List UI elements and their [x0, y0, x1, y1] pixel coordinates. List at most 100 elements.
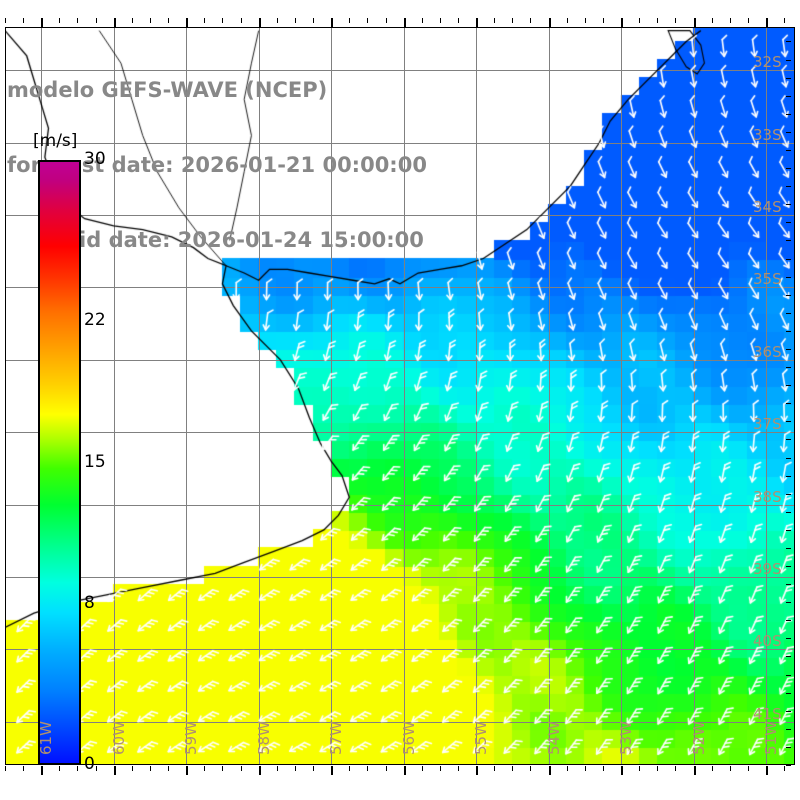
longitude-label: 54W	[544, 721, 563, 755]
axis-tick	[567, 766, 568, 771]
axis-tick	[386, 18, 387, 23]
axis-tick	[530, 18, 531, 23]
axis-tick	[786, 331, 791, 332]
axis-tick	[77, 18, 78, 23]
axis-tick	[295, 766, 296, 771]
axis-tick	[349, 766, 350, 771]
axis-tick	[786, 240, 791, 241]
axis-tick	[77, 766, 78, 771]
axis-tick	[367, 18, 368, 23]
top-axis-ticks	[5, 18, 795, 27]
axis-tick	[621, 18, 623, 27]
axis-tick	[549, 766, 551, 775]
axis-tick	[313, 766, 314, 771]
axis-tick	[621, 766, 623, 775]
axis-tick	[41, 766, 43, 775]
axis-tick	[786, 620, 791, 621]
latitude-label: 37S	[753, 415, 782, 434]
axis-tick	[367, 766, 368, 771]
axis-tick	[786, 458, 791, 459]
axis-tick	[222, 766, 223, 771]
longitude-label: 60W	[109, 721, 128, 755]
axis-tick	[712, 766, 713, 771]
axis-tick	[458, 18, 459, 23]
longitude-label: 51W	[762, 721, 780, 755]
axis-tick	[222, 18, 223, 23]
longitude-label: 57W	[327, 721, 346, 755]
latitude-label: 40S	[753, 632, 782, 651]
axis-tick	[786, 566, 791, 567]
axis-tick	[786, 675, 791, 676]
axis-tick	[241, 18, 242, 23]
axis-tick	[96, 18, 97, 23]
axis-tick	[168, 18, 169, 23]
axis-tick	[786, 512, 791, 513]
axis-tick	[786, 638, 791, 639]
axis-tick	[277, 18, 278, 23]
axis-tick	[639, 766, 640, 771]
axis-tick	[748, 18, 749, 23]
axis-tick	[786, 41, 791, 42]
longitude-label: 52W	[689, 721, 708, 755]
axis-tick	[730, 18, 731, 23]
axis-tick	[786, 421, 791, 422]
axis-tick	[766, 18, 768, 27]
axis-tick	[603, 18, 604, 23]
axis-tick	[567, 18, 568, 23]
axis-tick	[277, 766, 278, 771]
axis-tick	[786, 711, 791, 712]
axis-tick	[786, 132, 791, 133]
map-plot-area[interactable]	[5, 27, 795, 765]
latitude-label: 41S	[753, 704, 782, 723]
axis-tick	[786, 222, 791, 223]
axis-tick	[150, 766, 151, 771]
axis-tick	[5, 766, 6, 771]
axis-tick	[585, 18, 586, 23]
colorbar-unit-label: [m/s]	[33, 131, 78, 151]
axis-tick	[786, 186, 791, 187]
axis-tick	[786, 114, 791, 115]
axis-tick	[404, 766, 406, 775]
axis-tick	[422, 18, 423, 23]
axis-tick	[712, 18, 713, 23]
axis-tick	[675, 766, 676, 771]
axis-tick	[786, 204, 791, 205]
axis-tick	[132, 766, 133, 771]
axis-tick	[168, 766, 169, 771]
axis-tick	[786, 313, 791, 314]
axis-tick	[657, 766, 658, 771]
axis-tick	[786, 584, 791, 585]
axis-tick	[786, 530, 791, 531]
axis-tick	[386, 766, 387, 771]
axis-tick	[5, 18, 6, 23]
axis-tick	[786, 693, 791, 694]
axis-tick	[150, 18, 151, 23]
axis-tick	[786, 60, 791, 61]
wind-barb-overlay	[5, 27, 795, 765]
longitude-label: 61W	[37, 721, 56, 755]
longitude-label: 59W	[182, 721, 201, 755]
axis-tick	[259, 18, 261, 27]
axis-tick	[786, 367, 791, 368]
axis-tick	[786, 96, 791, 97]
axis-tick	[766, 766, 768, 775]
colorbar-tick-label: 0	[84, 754, 95, 774]
axis-tick	[476, 18, 478, 27]
axis-tick	[748, 766, 749, 771]
axis-tick	[494, 18, 495, 23]
axis-tick	[295, 18, 296, 23]
colorbar-tick-label: 8	[84, 592, 95, 613]
axis-tick	[786, 747, 791, 748]
axis-tick	[404, 18, 406, 27]
axis-tick	[786, 295, 791, 296]
axis-tick	[204, 18, 205, 23]
axis-tick	[96, 766, 97, 771]
axis-tick	[186, 766, 188, 775]
colorbar-tick-label: 30	[84, 149, 106, 169]
longitude-label: 55W	[472, 721, 491, 755]
longitude-label: 58W	[254, 721, 273, 755]
axis-tick	[786, 403, 791, 404]
axis-tick	[458, 766, 459, 771]
axis-tick	[786, 476, 791, 477]
colorbar-gradient[interactable]	[38, 160, 81, 765]
